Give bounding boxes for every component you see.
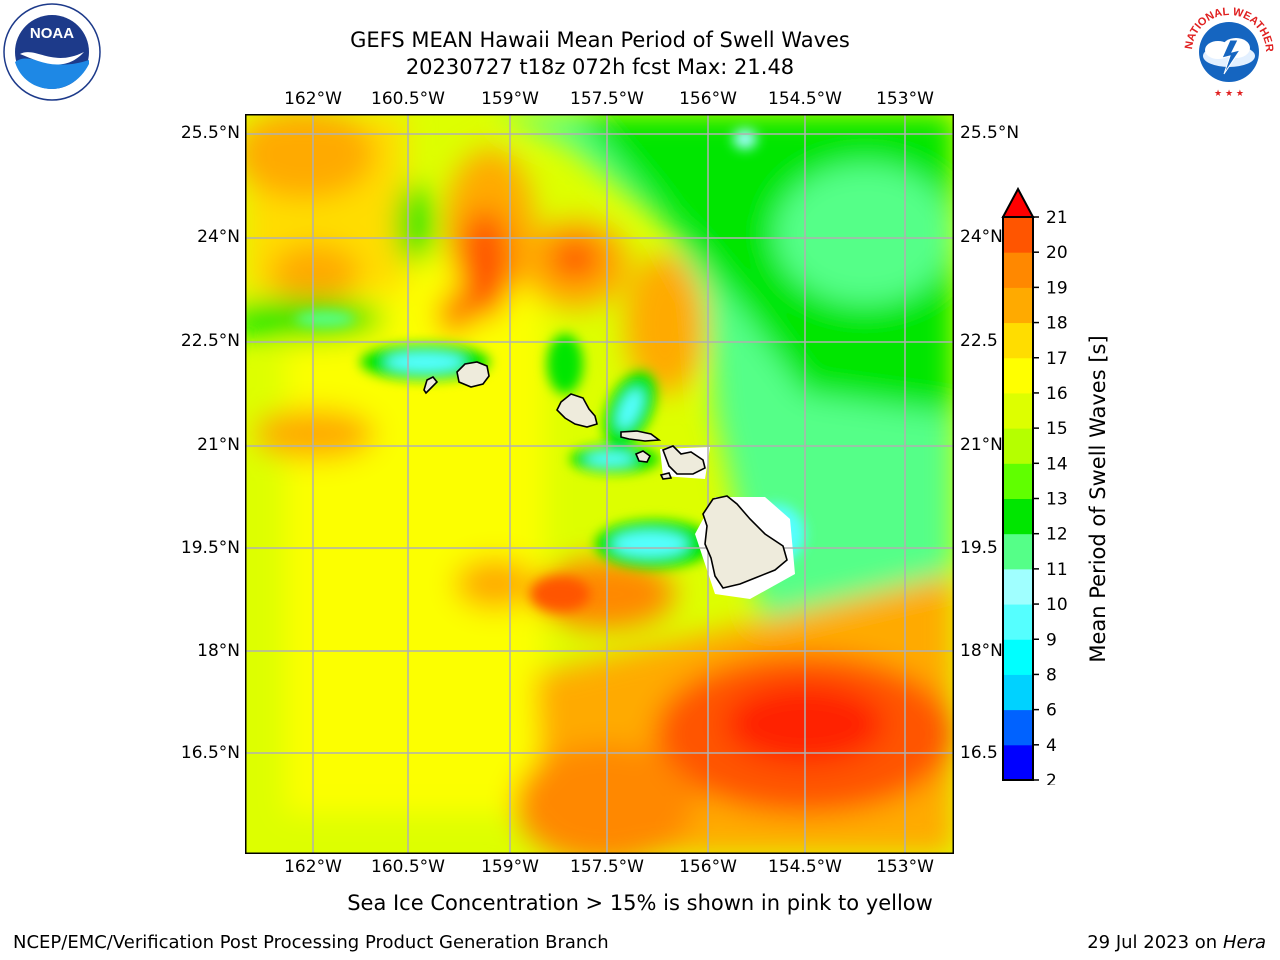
colorbar-segment (1003, 744, 1033, 781)
lat-label-left: 21°N (197, 435, 240, 455)
colorbar: 2 4 6 8 9 10 11 12 13 14 15 16 17 18 19 20 21 (1001, 186, 1068, 785)
lat-label-right: 19.5 (960, 538, 998, 558)
lat-label-left: 19.5°N (180, 538, 240, 558)
colorbar-tick-label: 4 (1046, 736, 1057, 756)
colorbar-tick-label: 10 (1046, 595, 1068, 615)
colorbar-tick-label: 19 (1046, 278, 1068, 298)
colorbar-tick-label: 9 (1046, 630, 1057, 650)
left-credit: NCEP/EMC/Verification Post Processing Pr… (13, 932, 609, 953)
lon-label-top: 157.5°W (570, 89, 644, 109)
colorbar-tick-label: 15 (1046, 419, 1068, 439)
lat-label-right: 16.5 (960, 743, 998, 763)
lon-label-bottom: 153°W (876, 857, 934, 877)
sea-ice-note: Sea Ice Concentration > 15% is shown in … (347, 891, 933, 915)
colorbar-tick-label: 6 (1046, 701, 1057, 721)
colorbar-tick-label: 17 (1046, 349, 1068, 369)
lat-label-left: 18°N (197, 641, 240, 661)
right-credit-text: 29 Jul 2023 on (1087, 932, 1223, 953)
colorbar-segment (1003, 463, 1033, 499)
colorbar-segment (1003, 252, 1033, 288)
niihau-island (423, 375, 439, 395)
lat-label-right: 18°N (960, 641, 1003, 661)
chart-title-line1: GEFS MEAN Hawaii Mean Period of Swell Wa… (350, 28, 850, 52)
colorbar-segment (1003, 392, 1033, 429)
chart-title-line2: 20230727 t18z 072h fcst Max: 21.48 (405, 55, 795, 79)
colorbar-tick-label: 12 (1046, 525, 1068, 545)
right-credit-host: Hera (1222, 932, 1266, 953)
lon-label-bottom: 154.5°W (768, 857, 842, 877)
maui-island (661, 445, 706, 475)
lon-label-bottom: 159°W (481, 857, 539, 877)
kahoolawe-island (659, 472, 673, 480)
colorbar-segment (1003, 498, 1033, 535)
swell-period-map (245, 114, 954, 854)
colorbar-segment (1003, 604, 1033, 640)
graticule (245, 114, 954, 854)
noaa-logo-icon: NOAA (3, 3, 101, 101)
colorbar-tick-label: 14 (1046, 454, 1068, 474)
lon-label-top: 162°W (284, 89, 342, 109)
nws-logo-icon: NATIONAL WEATHER SERVICE ★ ★ ★ (1178, 0, 1276, 99)
lon-label-top: 160.5°W (371, 89, 445, 109)
lat-label-right: 21°N (960, 435, 1003, 455)
colorbar-segment (1003, 357, 1033, 394)
colorbar-segment (1003, 428, 1033, 464)
lon-label-bottom: 162°W (284, 857, 342, 877)
colorbar-tick-label: 18 (1046, 314, 1068, 334)
colorbar-tick-label: 21 (1046, 208, 1068, 228)
svg-text:★ ★ ★: ★ ★ ★ (1214, 89, 1244, 99)
colorbar-tick-label: 13 (1046, 490, 1068, 510)
colorbar-extend-arrow (1001, 186, 1035, 218)
colorbar-tick-label: 16 (1046, 384, 1068, 404)
lon-label-top: 153°W (876, 89, 934, 109)
colorbar-segment (1003, 674, 1033, 711)
lon-label-top: 156°W (679, 89, 737, 109)
colorbar-tick-label: 8 (1046, 665, 1057, 685)
lon-label-bottom: 157.5°W (570, 857, 644, 877)
colorbar-tick-label: 20 (1046, 243, 1068, 263)
lat-label-left: 24°N (197, 227, 240, 247)
colorbar-segment (1003, 639, 1033, 675)
oahu-island (556, 393, 598, 428)
lat-label-right: 24°N (960, 227, 1003, 247)
lat-label-right: 22.5 (960, 331, 998, 351)
colorbar-segment (1003, 709, 1033, 746)
contour-fill-layer (245, 114, 954, 854)
right-credit: 29 Jul 2023 on Hera (1087, 932, 1266, 953)
lat-label-left: 22.5°N (180, 331, 240, 351)
lon-label-bottom: 156°W (679, 857, 737, 877)
big-island (702, 495, 788, 589)
lat-label-left: 16.5°N (180, 743, 240, 763)
colorbar-tick-label: 2 (1046, 771, 1057, 785)
lon-label-top: 154.5°W (768, 89, 842, 109)
noaa-logo-text: NOAA (30, 25, 74, 42)
colorbar-segment (1003, 287, 1033, 324)
lon-label-top: 159°W (481, 89, 539, 109)
lanai-island (634, 450, 652, 463)
lon-label-bottom: 160.5°W (371, 857, 445, 877)
molokai-island (620, 430, 662, 442)
colorbar-tick-label: 11 (1046, 560, 1068, 580)
colorbar-label: Mean Period of Swell Waves [s] (1086, 335, 1110, 663)
colorbar-segment (1003, 217, 1033, 253)
colorbar-segment (1003, 533, 1033, 570)
colorbar-segment (1003, 568, 1033, 605)
hawaiian-islands (423, 361, 788, 589)
lat-label-right: 25.5°N (960, 123, 1020, 143)
kauai-island (456, 361, 490, 388)
lat-label-left: 25.5°N (180, 123, 240, 143)
colorbar-segment (1003, 322, 1033, 359)
